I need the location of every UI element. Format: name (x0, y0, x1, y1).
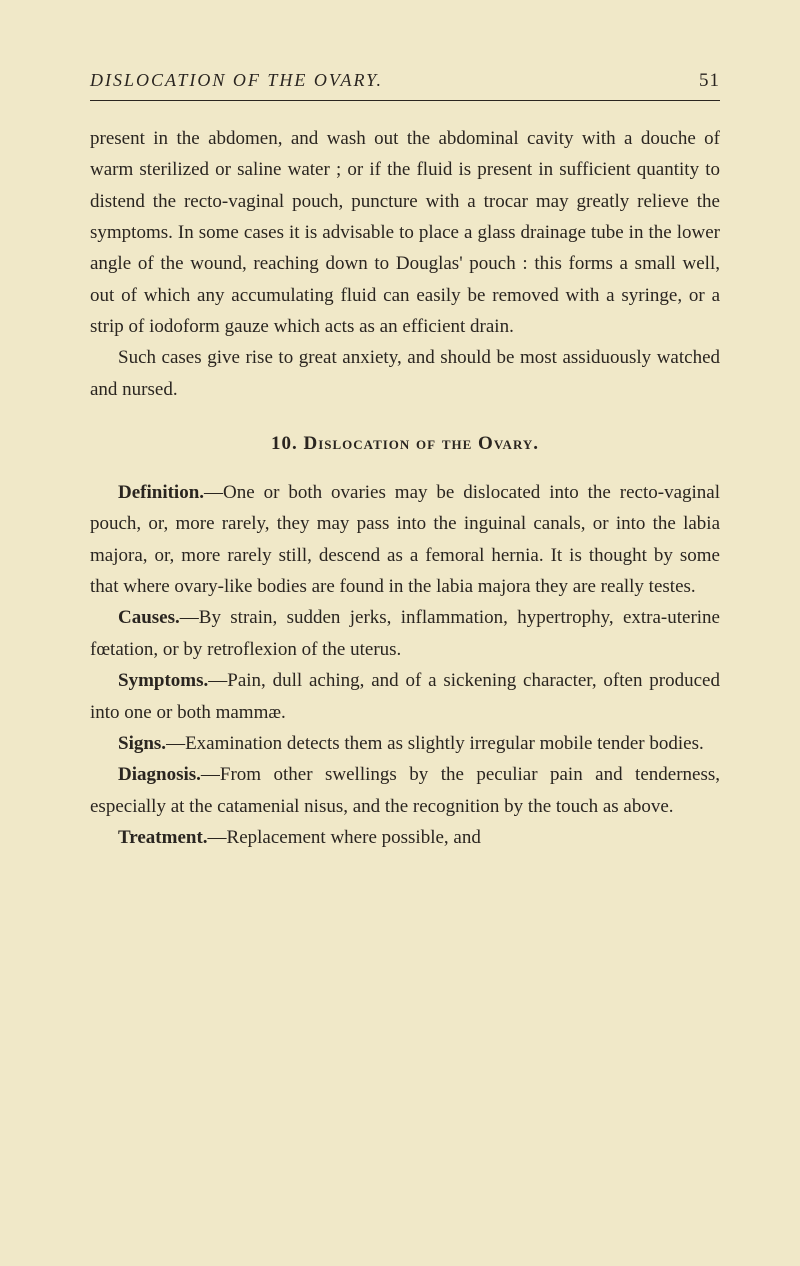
diagnosis-paragraph: Diagnosis.—From other swellings by the p… (90, 759, 720, 822)
causes-paragraph: Causes.—By strain, sudden jerks, inflamm… (90, 602, 720, 665)
signs-text: —Examination detects them as slightly ir… (166, 733, 704, 754)
body-paragraph-1: present in the abdomen, and wash out the… (90, 123, 720, 342)
diagnosis-label: Diagnosis. (118, 764, 201, 785)
signs-label: Signs. (118, 733, 166, 754)
treatment-paragraph: Treatment.—Replacement where possible, a… (90, 822, 720, 853)
page-number: 51 (699, 70, 720, 92)
symptoms-paragraph: Symptoms.—Pain, dull aching, and of a si… (90, 665, 720, 728)
header-title: DISLOCATION OF THE OVARY. (90, 70, 383, 91)
signs-paragraph: Signs.—Examination detects them as sligh… (90, 728, 720, 759)
causes-text: —By strain, sudden jerks, inflammation, … (90, 607, 720, 659)
symptoms-label: Symptoms. (118, 670, 208, 691)
treatment-text: —Replacement where possible, and (208, 827, 481, 848)
definition-label: Definition. (118, 482, 204, 503)
definition-paragraph: Definition.—One or both ovaries may be d… (90, 477, 720, 602)
treatment-label: Treatment. (118, 827, 208, 848)
body-paragraph-2: Such cases give rise to great anxiety, a… (90, 342, 720, 405)
causes-label: Causes. (118, 607, 180, 628)
section-heading: 10. Dislocation of the Ovary. (90, 433, 720, 455)
header-rule (90, 100, 720, 101)
page-header: DISLOCATION OF THE OVARY. 51 (90, 70, 720, 92)
